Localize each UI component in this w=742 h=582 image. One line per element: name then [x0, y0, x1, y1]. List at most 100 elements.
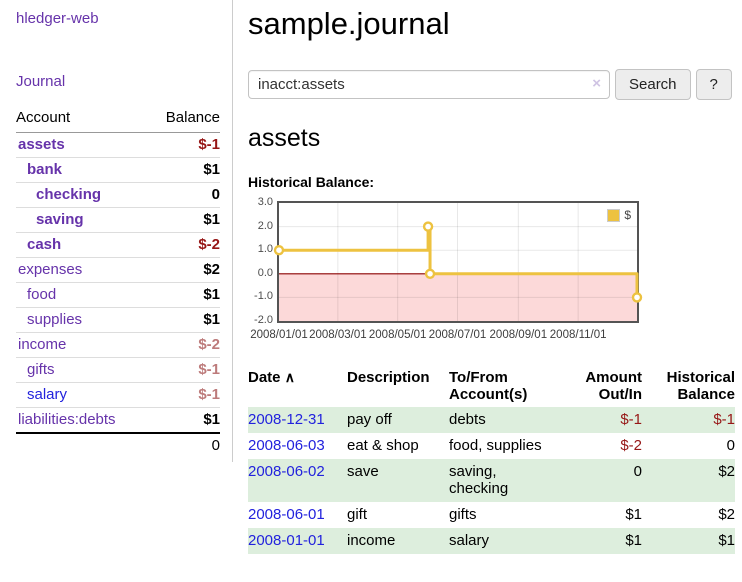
account-balance: $1 [148, 407, 220, 433]
chart-title: Historical Balance: [248, 174, 375, 190]
transaction-row: 2008-06-03 eat & shop food, supplies $-2 0 [248, 433, 735, 459]
transaction-date-link[interactable]: 2008-01-01 [248, 532, 325, 549]
chart-plot-area: $ [273, 201, 643, 323]
transaction-description: gift [347, 506, 368, 523]
accounts-total-value: 0 [148, 432, 220, 458]
account-row: liabilities:debts $1 [16, 407, 220, 433]
clear-search-icon[interactable]: × [592, 75, 601, 92]
sidebar-account-link[interactable]: assets [18, 136, 65, 153]
y-axis-tick-label: 1.0 [257, 243, 273, 256]
sidebar-account-link[interactable]: bank [27, 161, 63, 178]
sidebar-item-journal[interactable]: Journal [16, 73, 66, 90]
account-row: expenses $2 [16, 257, 220, 283]
x-axis-tick-label: 2008/01/01 [250, 329, 308, 341]
account-row: bank $1 [16, 157, 220, 183]
account-row: food $1 [16, 282, 220, 308]
account-balance: $-2 [148, 332, 220, 358]
historical-balance-chart: $ 3.0 2.0 1.0 0.0 -1.0 -2.0 2008/01/01 2008/03/… [248, 196, 648, 341]
transaction-accounts: salary [449, 528, 562, 554]
x-axis-tick-label: 2008/07/01 [428, 329, 487, 341]
accounts-table: Account Balance assets $-1 bank $1 checking 0… [16, 106, 220, 458]
account-balance: $1 [148, 207, 220, 233]
sidebar-account-link[interactable]: liabilities:debts [18, 411, 116, 428]
y-axis-tick-label: 3.0 [257, 196, 273, 208]
search-box: × [248, 70, 610, 99]
transaction-description: pay off [347, 407, 449, 433]
hledger-web-app: hledger-web Journal Account Balance asse… [0, 0, 742, 554]
account-row: income $-2 [16, 332, 220, 358]
transaction-row: 2008-06-01 gift gifts $1 $2 [248, 502, 735, 528]
account-balance: $-2 [148, 232, 220, 258]
transaction-date-link[interactable]: 2008-06-01 [248, 506, 325, 523]
search-bar: × Search ? [248, 69, 735, 100]
transaction-date-link[interactable]: 2008-06-03 [248, 437, 325, 454]
accounts-header-account: Account [16, 106, 149, 133]
y-axis-tick-label: 0.0 [257, 266, 273, 279]
series-color-swatch [607, 208, 621, 222]
transaction-accounts: gifts [449, 506, 477, 523]
sidebar: hledger-web Journal Account Balance asse… [0, 0, 233, 462]
main-content: sample.journal × Search ? assets Histori… [233, 0, 742, 554]
transaction-balance: 0 [726, 437, 735, 454]
accounts-total-row: 0 [16, 432, 220, 458]
accounts-header-balance: Balance [148, 106, 220, 133]
register-header-row: Date ∧ Description To/From Account(s) Amo… [248, 367, 735, 407]
register-header-amount: Amount Out/In [585, 369, 642, 403]
transaction-accounts: debts [449, 407, 562, 433]
account-row: assets $-1 [16, 133, 220, 158]
x-axis-tick-label: 2008/03/01 [309, 329, 367, 341]
transaction-balance: $-1 [642, 407, 735, 433]
account-row: salary $-1 [16, 382, 220, 408]
sidebar-account-link[interactable]: gifts [27, 361, 55, 378]
sidebar-account-link[interactable]: food [27, 286, 57, 303]
transaction-amount: $1 [625, 506, 642, 523]
transaction-amount: $-1 [562, 407, 642, 433]
register-header-balance: Historical Balance [666, 369, 735, 403]
sidebar-account-link[interactable]: supplies [27, 311, 83, 328]
x-axis-tick-label: 2008/11/01 [549, 329, 607, 341]
sidebar-account-link[interactable]: cash [27, 236, 62, 253]
transaction-accounts: food, supplies [449, 437, 542, 454]
account-balance: $2 [148, 257, 220, 283]
account-balance: $1 [148, 157, 220, 183]
register-header-description: Description [347, 369, 430, 386]
sidebar-account-link[interactable]: salary [27, 386, 68, 403]
account-balance: $1 [148, 282, 220, 308]
register-header-accounts: To/From Account(s) [449, 369, 528, 403]
sidebar-account-link[interactable]: saving [36, 211, 84, 228]
sidebar-account-link[interactable]: income [18, 336, 67, 353]
register-table: Date ∧ Description To/From Account(s) Amo… [248, 367, 735, 554]
account-balance: $-1 [148, 382, 220, 408]
transaction-amount: $-2 [620, 437, 642, 454]
account-row: cash $-2 [16, 232, 220, 258]
transaction-date-link[interactable]: 2008-12-31 [248, 411, 325, 428]
transaction-description: eat & shop [347, 437, 419, 454]
account-heading: assets [248, 124, 321, 152]
sidebar-account-link[interactable]: checking [36, 186, 102, 203]
transaction-description: income [347, 528, 449, 554]
transaction-row: 2008-01-01 income salary $1 $1 [248, 528, 735, 554]
account-row: checking 0 [16, 182, 220, 208]
help-button[interactable]: ? [695, 69, 732, 100]
x-axis-tick-label: 2008/05/01 [368, 329, 427, 341]
sidebar-account-link[interactable]: expenses [18, 261, 83, 278]
legend-label: $ [624, 208, 631, 222]
account-row: saving $1 [16, 207, 220, 233]
sort-ascending-icon: ∧ [284, 369, 295, 385]
y-axis-tick-label: -2.0 [254, 314, 273, 326]
transaction-amount: $1 [562, 528, 642, 554]
search-button[interactable]: Search [615, 69, 691, 100]
transaction-description: save [347, 459, 449, 502]
transaction-balance: $2 [642, 459, 735, 502]
brand-link[interactable]: hledger-web [16, 10, 99, 27]
search-input[interactable] [248, 70, 610, 99]
transaction-balance: $1 [642, 528, 735, 554]
transaction-amount: 0 [562, 459, 642, 502]
account-row: gifts $-1 [16, 357, 220, 383]
account-balance: $1 [148, 307, 220, 333]
transaction-date-link[interactable]: 2008-06-02 [248, 463, 325, 480]
account-balance: 0 [148, 182, 220, 208]
transaction-accounts: saving, checking [449, 459, 562, 502]
y-axis-tick-label: 2.0 [257, 219, 273, 232]
register-header-date[interactable]: Date ∧ [248, 369, 295, 386]
